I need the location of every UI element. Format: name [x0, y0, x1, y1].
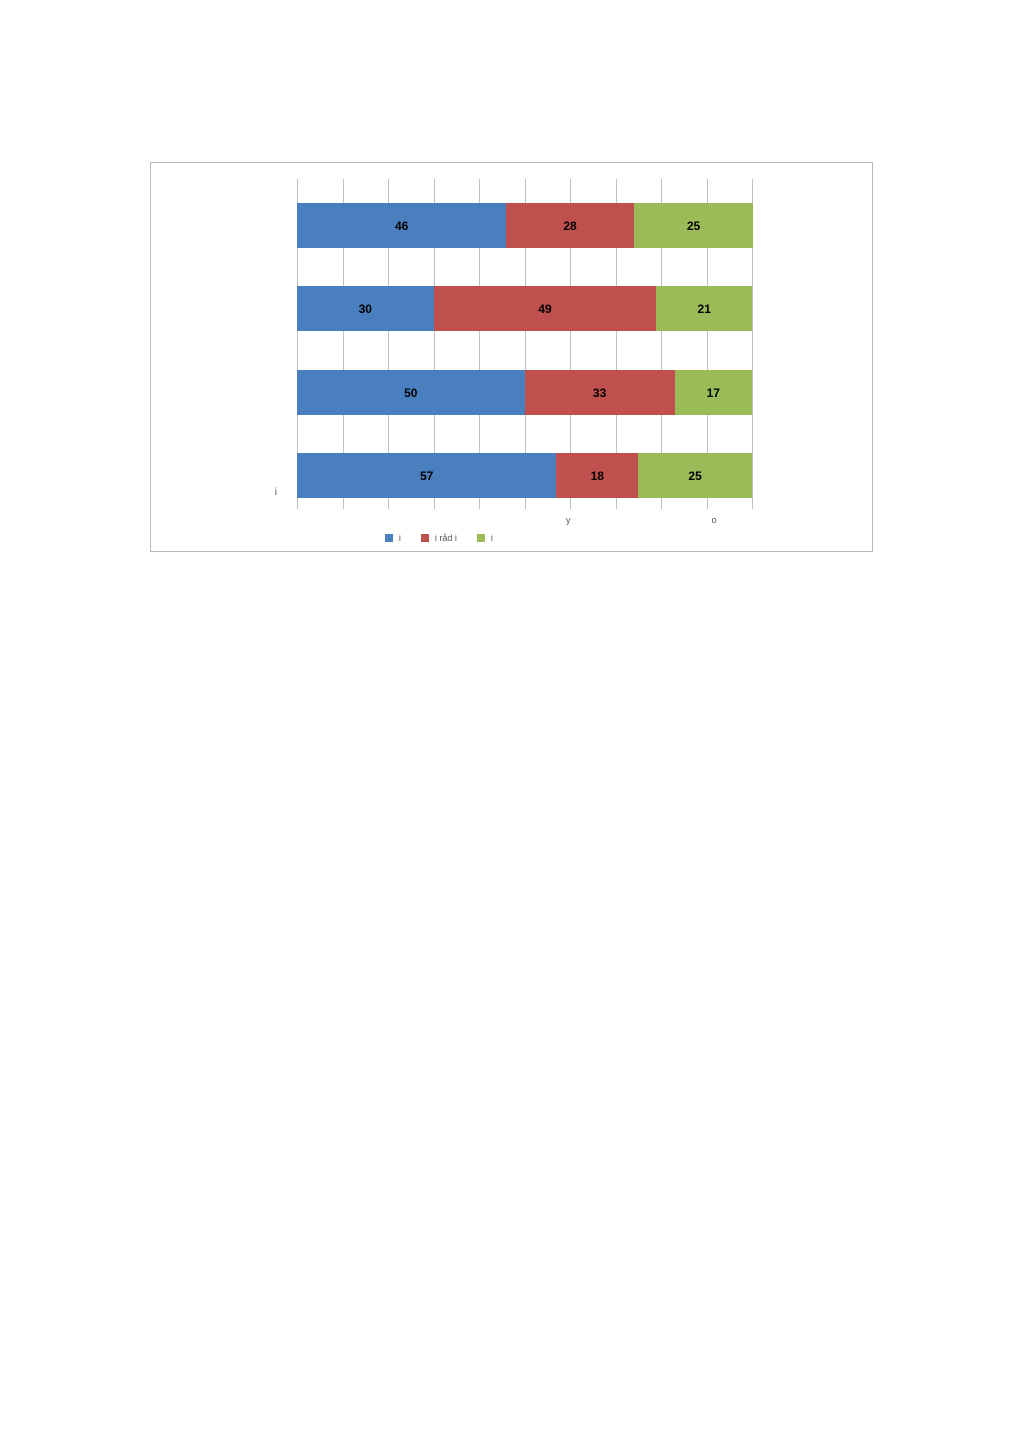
legend-swatch: [385, 534, 393, 542]
y-axis-label: i: [151, 487, 277, 498]
bar-row: 304921: [297, 286, 752, 331]
plot-area: 462825304921503317571825: [297, 179, 752, 509]
bar-segment: 18: [556, 453, 638, 498]
chart-frame: 462825304921503317571825iyoii råd ii: [150, 162, 873, 552]
legend-swatch: [421, 534, 429, 542]
bar-segment: 57: [297, 453, 556, 498]
bar-segment: 21: [656, 286, 752, 331]
bar-segment: 49: [434, 286, 657, 331]
bar-segment: 50: [297, 370, 525, 415]
legend-item: i: [471, 533, 499, 543]
legend-label: i råd i: [435, 533, 457, 543]
bar-segment: 25: [634, 203, 754, 248]
legend-item: i råd i: [415, 533, 463, 543]
bar-segment: 46: [297, 203, 506, 248]
legend-item: i: [379, 533, 407, 543]
legend-label: i: [491, 533, 493, 543]
x-axis-annotation: y: [566, 515, 571, 525]
bar-segment: 33: [525, 370, 675, 415]
bar-row: 571825: [297, 453, 752, 498]
bar-row: 462825: [297, 203, 758, 248]
bar-segment: 17: [675, 370, 752, 415]
legend-swatch: [477, 534, 485, 542]
bar-segment: 30: [297, 286, 434, 331]
x-axis-annotation: o: [712, 515, 717, 525]
bar-segment: 28: [506, 203, 633, 248]
bar-row: 503317: [297, 370, 752, 415]
legend-label: i: [399, 533, 401, 543]
page: 462825304921503317571825iyoii råd ii: [0, 0, 1024, 1448]
legend: i i råd i i: [379, 533, 499, 543]
bar-segment: 25: [638, 453, 752, 498]
